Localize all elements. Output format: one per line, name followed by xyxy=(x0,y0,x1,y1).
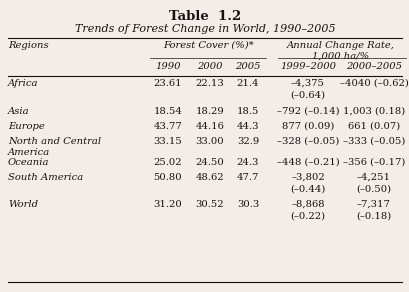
Text: Annual Change Rate,
1,000 ha/%: Annual Change Rate, 1,000 ha/% xyxy=(286,41,394,61)
Text: 18.54: 18.54 xyxy=(153,107,182,116)
Text: 1999–2000: 1999–2000 xyxy=(279,62,335,71)
Text: Forest Cover (%)*: Forest Cover (%)* xyxy=(162,41,253,50)
Text: 48.62: 48.62 xyxy=(195,173,224,182)
Text: 33.00: 33.00 xyxy=(195,137,224,146)
Text: 47.7: 47.7 xyxy=(236,173,258,182)
Text: 31.20: 31.20 xyxy=(153,200,182,209)
Text: –3,802
(–0.44): –3,802 (–0.44) xyxy=(290,173,325,193)
Text: 24.50: 24.50 xyxy=(195,158,224,167)
Text: World: World xyxy=(8,200,38,209)
Text: –792 (–0.14): –792 (–0.14) xyxy=(276,107,339,116)
Text: 24.3: 24.3 xyxy=(236,158,258,167)
Text: –4,251
(–0.50): –4,251 (–0.50) xyxy=(355,173,391,193)
Text: 43.77: 43.77 xyxy=(153,122,182,131)
Text: 23.61: 23.61 xyxy=(153,79,182,88)
Text: 30.52: 30.52 xyxy=(195,200,224,209)
Text: Oceania: Oceania xyxy=(8,158,49,167)
Text: 1,003 (0.18): 1,003 (0.18) xyxy=(342,107,404,116)
Text: 661 (0.07): 661 (0.07) xyxy=(347,122,399,131)
Text: Regions: Regions xyxy=(8,41,49,50)
Text: 877 (0.09): 877 (0.09) xyxy=(281,122,333,131)
Text: –356 (–0.17): –356 (–0.17) xyxy=(342,158,404,167)
Text: Africa: Africa xyxy=(8,79,38,88)
Text: North and Central
America: North and Central America xyxy=(8,137,101,157)
Text: 32.9: 32.9 xyxy=(236,137,258,146)
Text: Europe: Europe xyxy=(8,122,45,131)
Text: –333 (–0.05): –333 (–0.05) xyxy=(342,137,404,146)
Text: 1990: 1990 xyxy=(155,62,180,71)
Text: 18.29: 18.29 xyxy=(195,107,224,116)
Text: –4,375
(–0.64): –4,375 (–0.64) xyxy=(290,79,325,99)
Text: 44.3: 44.3 xyxy=(236,122,258,131)
Text: 2000: 2000 xyxy=(197,62,222,71)
Text: 25.02: 25.02 xyxy=(153,158,182,167)
Text: 18.5: 18.5 xyxy=(236,107,258,116)
Text: 44.16: 44.16 xyxy=(195,122,224,131)
Text: 50.80: 50.80 xyxy=(153,173,182,182)
Text: 2000–2005: 2000–2005 xyxy=(345,62,401,71)
Text: –8,868
(–0.22): –8,868 (–0.22) xyxy=(290,200,325,220)
Text: Table  1.2: Table 1.2 xyxy=(169,10,240,23)
Text: South America: South America xyxy=(8,173,83,182)
Text: –328 (–0.05): –328 (–0.05) xyxy=(276,137,338,146)
Text: 30.3: 30.3 xyxy=(236,200,258,209)
Text: –448 (–0.21): –448 (–0.21) xyxy=(276,158,339,167)
Text: 33.15: 33.15 xyxy=(153,137,182,146)
Text: 2005: 2005 xyxy=(235,62,260,71)
Text: 21.4: 21.4 xyxy=(236,79,258,88)
Text: Trends of Forest Change in World, 1990–2005: Trends of Forest Change in World, 1990–2… xyxy=(74,24,335,34)
Text: Asia: Asia xyxy=(8,107,29,116)
Text: –4040 (–0.62): –4040 (–0.62) xyxy=(339,79,407,88)
Text: –7,317
(–0.18): –7,317 (–0.18) xyxy=(355,200,391,220)
Text: 22.13: 22.13 xyxy=(195,79,224,88)
